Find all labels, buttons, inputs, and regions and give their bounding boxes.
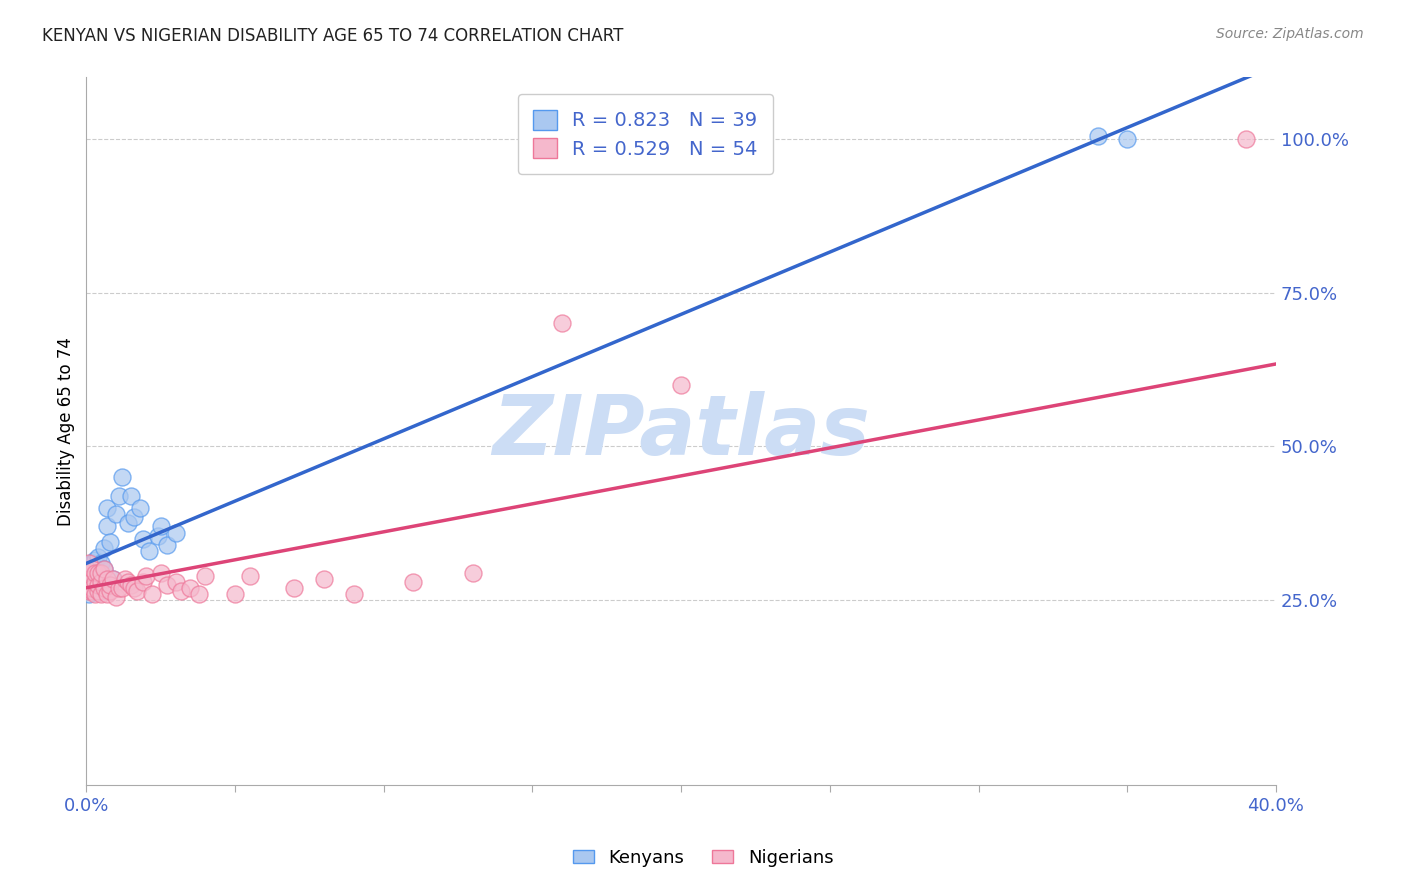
Point: [90, 574, 112, 589]
Point: [82, 572, 104, 586]
Point: [402, 574, 425, 589]
Point: [82, 562, 104, 576]
Text: Source: ZipAtlas.com: Source: ZipAtlas.com: [1216, 27, 1364, 41]
Point: [93, 581, 115, 595]
Point: [96, 519, 118, 533]
Point: [1234, 132, 1257, 146]
Point: [120, 578, 142, 592]
Point: [669, 378, 692, 392]
Point: [122, 510, 145, 524]
Point: [77, 557, 100, 571]
Point: [135, 568, 157, 582]
Point: [84, 578, 107, 592]
Point: [101, 572, 124, 586]
Point: [283, 581, 305, 595]
Point: [224, 587, 246, 601]
Text: ZIPatlas: ZIPatlas: [492, 391, 870, 472]
Point: [194, 568, 217, 582]
Point: [77, 581, 100, 595]
Point: [141, 587, 163, 601]
Point: [93, 541, 115, 555]
Point: [120, 489, 142, 503]
Point: [551, 317, 574, 331]
Point: [84, 566, 107, 580]
Point: [179, 581, 201, 595]
Point: [114, 572, 136, 586]
Point: [82, 584, 104, 599]
Point: [105, 507, 128, 521]
Point: [122, 581, 145, 595]
Point: [314, 572, 336, 586]
Point: [77, 572, 100, 586]
Point: [155, 578, 177, 592]
Point: [188, 587, 211, 601]
Point: [149, 566, 172, 580]
Point: [149, 519, 172, 533]
Point: [111, 581, 134, 595]
Point: [77, 566, 100, 580]
Point: [117, 516, 139, 531]
Point: [87, 584, 110, 599]
Point: [1116, 132, 1139, 146]
Point: [96, 587, 118, 601]
Point: [84, 562, 107, 576]
Point: [93, 562, 115, 576]
Point: [132, 532, 155, 546]
Point: [101, 572, 124, 586]
Point: [239, 568, 262, 582]
Point: [82, 566, 104, 580]
Point: [1087, 128, 1109, 143]
Point: [138, 544, 160, 558]
Point: [87, 550, 110, 565]
Point: [90, 584, 112, 599]
Point: [96, 572, 118, 586]
Point: [90, 557, 112, 571]
Point: [77, 584, 100, 599]
Point: [84, 574, 107, 589]
Point: [77, 587, 100, 601]
Point: [77, 574, 100, 589]
Legend: Kenyans, Nigerians: Kenyans, Nigerians: [565, 842, 841, 874]
Point: [82, 581, 104, 595]
Point: [98, 584, 121, 599]
Point: [87, 578, 110, 592]
Point: [105, 590, 128, 604]
Text: KENYAN VS NIGERIAN DISABILITY AGE 65 TO 74 CORRELATION CHART: KENYAN VS NIGERIAN DISABILITY AGE 65 TO …: [42, 27, 623, 45]
Point: [165, 574, 187, 589]
Point: [84, 553, 107, 567]
Y-axis label: Disability Age 65 to 74: Disability Age 65 to 74: [58, 336, 75, 525]
Legend: R = 0.823   N = 39, R = 0.529   N = 54: R = 0.823 N = 39, R = 0.529 N = 54: [517, 95, 773, 174]
Point: [98, 534, 121, 549]
Point: [77, 566, 100, 580]
Point: [87, 572, 110, 586]
Point: [90, 566, 112, 580]
Point: [343, 587, 366, 601]
Point: [77, 581, 100, 595]
Point: [108, 581, 131, 595]
Point: [96, 500, 118, 515]
Point: [165, 525, 187, 540]
Point: [84, 584, 107, 599]
Point: [117, 574, 139, 589]
Point: [132, 574, 155, 589]
Point: [82, 578, 104, 592]
Point: [98, 578, 121, 592]
Point: [155, 538, 177, 552]
Point: [146, 529, 169, 543]
Point: [90, 574, 112, 589]
Point: [111, 470, 134, 484]
Point: [108, 489, 131, 503]
Point: [90, 587, 112, 601]
Point: [170, 584, 193, 599]
Point: [87, 566, 110, 580]
Point: [82, 557, 104, 571]
Point: [125, 584, 148, 599]
Point: [82, 574, 104, 589]
Point: [461, 566, 484, 580]
Point: [87, 566, 110, 580]
Point: [93, 562, 115, 576]
Point: [128, 500, 150, 515]
Point: [84, 587, 107, 601]
